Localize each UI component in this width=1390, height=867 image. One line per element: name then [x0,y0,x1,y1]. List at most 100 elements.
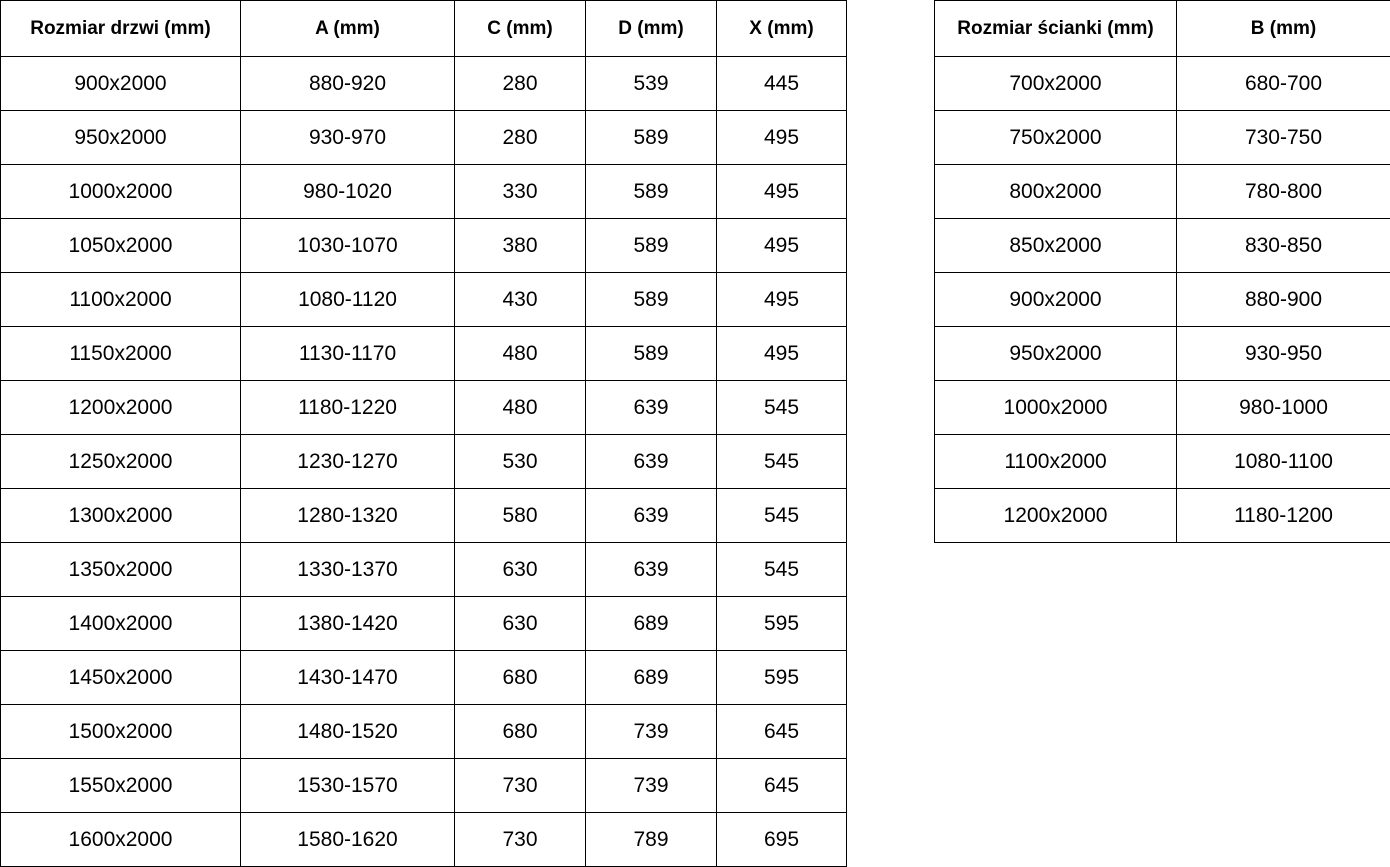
cell-door-size: 1100x2000 [1,273,241,327]
cell-door-size: 1550x2000 [1,759,241,813]
cell-c: 530 [455,435,586,489]
cell-c: 430 [455,273,586,327]
cell-d: 589 [586,111,717,165]
cell-wall-size: 1000x2000 [935,381,1177,435]
cell-b: 880-900 [1177,273,1390,327]
table-row: 950x2000 930-970 280 589 495 [1,111,847,165]
table-row: 1050x2000 1030-1070 380 589 495 [1,219,847,273]
column-header-door-size: Rozmiar drzwi (mm) [1,1,241,57]
table-row: 900x2000 880-900 [935,273,1390,327]
cell-x: 595 [717,651,847,705]
cell-a: 1280-1320 [241,489,455,543]
cell-d: 639 [586,435,717,489]
table-row: 1600x2000 1580-1620 730 789 695 [1,813,847,867]
table-row: 1250x2000 1230-1270 530 639 545 [1,435,847,489]
cell-door-size: 1300x2000 [1,489,241,543]
cell-b: 930-950 [1177,327,1390,381]
door-size-table: Rozmiar drzwi (mm) A (mm) C (mm) D (mm) … [0,0,847,867]
cell-c: 680 [455,651,586,705]
cell-x: 495 [717,327,847,381]
table-row: 1100x2000 1080-1120 430 589 495 [1,273,847,327]
cell-c: 330 [455,165,586,219]
cell-c: 380 [455,219,586,273]
cell-x: 545 [717,435,847,489]
cell-a: 1530-1570 [241,759,455,813]
cell-wall-size: 900x2000 [935,273,1177,327]
cell-d: 639 [586,489,717,543]
cell-wall-size: 1200x2000 [935,489,1177,543]
cell-x: 495 [717,111,847,165]
cell-c: 630 [455,543,586,597]
cell-wall-size: 750x2000 [935,111,1177,165]
column-header-wall-size: Rozmiar ścianki (mm) [935,1,1177,57]
cell-c: 630 [455,597,586,651]
table-row: 1000x2000 980-1000 [935,381,1390,435]
cell-door-size: 1200x2000 [1,381,241,435]
column-header-d: D (mm) [586,1,717,57]
table-header-row: Rozmiar ścianki (mm) B (mm) [935,1,1390,57]
cell-x: 645 [717,759,847,813]
table-header-row: Rozmiar drzwi (mm) A (mm) C (mm) D (mm) … [1,1,847,57]
cell-a: 1430-1470 [241,651,455,705]
cell-x: 495 [717,165,847,219]
cell-x: 695 [717,813,847,867]
cell-wall-size: 700x2000 [935,57,1177,111]
cell-wall-size: 800x2000 [935,165,1177,219]
cell-d: 639 [586,543,717,597]
cell-door-size: 950x2000 [1,111,241,165]
table-row: 850x2000 830-850 [935,219,1390,273]
table-row: 700x2000 680-700 [935,57,1390,111]
cell-door-size: 1000x2000 [1,165,241,219]
door-table-body: 900x2000 880-920 280 539 445 950x2000 93… [1,57,847,867]
cell-door-size: 1350x2000 [1,543,241,597]
cell-c: 730 [455,759,586,813]
cell-d: 539 [586,57,717,111]
column-header-c: C (mm) [455,1,586,57]
column-header-x: X (mm) [717,1,847,57]
cell-b: 1180-1200 [1177,489,1390,543]
cell-door-size: 1500x2000 [1,705,241,759]
cell-x: 595 [717,597,847,651]
cell-x: 545 [717,543,847,597]
cell-c: 480 [455,381,586,435]
cell-c: 580 [455,489,586,543]
cell-b: 680-700 [1177,57,1390,111]
cell-c: 730 [455,813,586,867]
column-header-a: A (mm) [241,1,455,57]
cell-door-size: 1150x2000 [1,327,241,381]
cell-d: 589 [586,219,717,273]
cell-d: 639 [586,381,717,435]
table-row: 1000x2000 980-1020 330 589 495 [1,165,847,219]
cell-a: 880-920 [241,57,455,111]
table-row: 900x2000 880-920 280 539 445 [1,57,847,111]
cell-b: 830-850 [1177,219,1390,273]
cell-d: 689 [586,597,717,651]
cell-c: 480 [455,327,586,381]
table-row: 800x2000 780-800 [935,165,1390,219]
cell-d: 739 [586,705,717,759]
table-row: 1500x2000 1480-1520 680 739 645 [1,705,847,759]
cell-a: 1480-1520 [241,705,455,759]
cell-wall-size: 850x2000 [935,219,1177,273]
cell-x: 545 [717,381,847,435]
cell-door-size: 1050x2000 [1,219,241,273]
table-row: 1150x2000 1130-1170 480 589 495 [1,327,847,381]
cell-b: 980-1000 [1177,381,1390,435]
cell-door-size: 1400x2000 [1,597,241,651]
column-header-b: B (mm) [1177,1,1390,57]
cell-wall-size: 1100x2000 [935,435,1177,489]
cell-d: 739 [586,759,717,813]
table-row: 1350x2000 1330-1370 630 639 545 [1,543,847,597]
table-row: 1400x2000 1380-1420 630 689 595 [1,597,847,651]
cell-a: 1380-1420 [241,597,455,651]
cell-door-size: 900x2000 [1,57,241,111]
cell-c: 680 [455,705,586,759]
wall-panel-size-table: Rozmiar ścianki (mm) B (mm) 700x2000 680… [934,0,1390,543]
table-row: 1200x2000 1180-1220 480 639 545 [1,381,847,435]
table-row: 1300x2000 1280-1320 580 639 545 [1,489,847,543]
cell-a: 1130-1170 [241,327,455,381]
cell-d: 789 [586,813,717,867]
table-row: 1100x2000 1080-1100 [935,435,1390,489]
cell-a: 980-1020 [241,165,455,219]
